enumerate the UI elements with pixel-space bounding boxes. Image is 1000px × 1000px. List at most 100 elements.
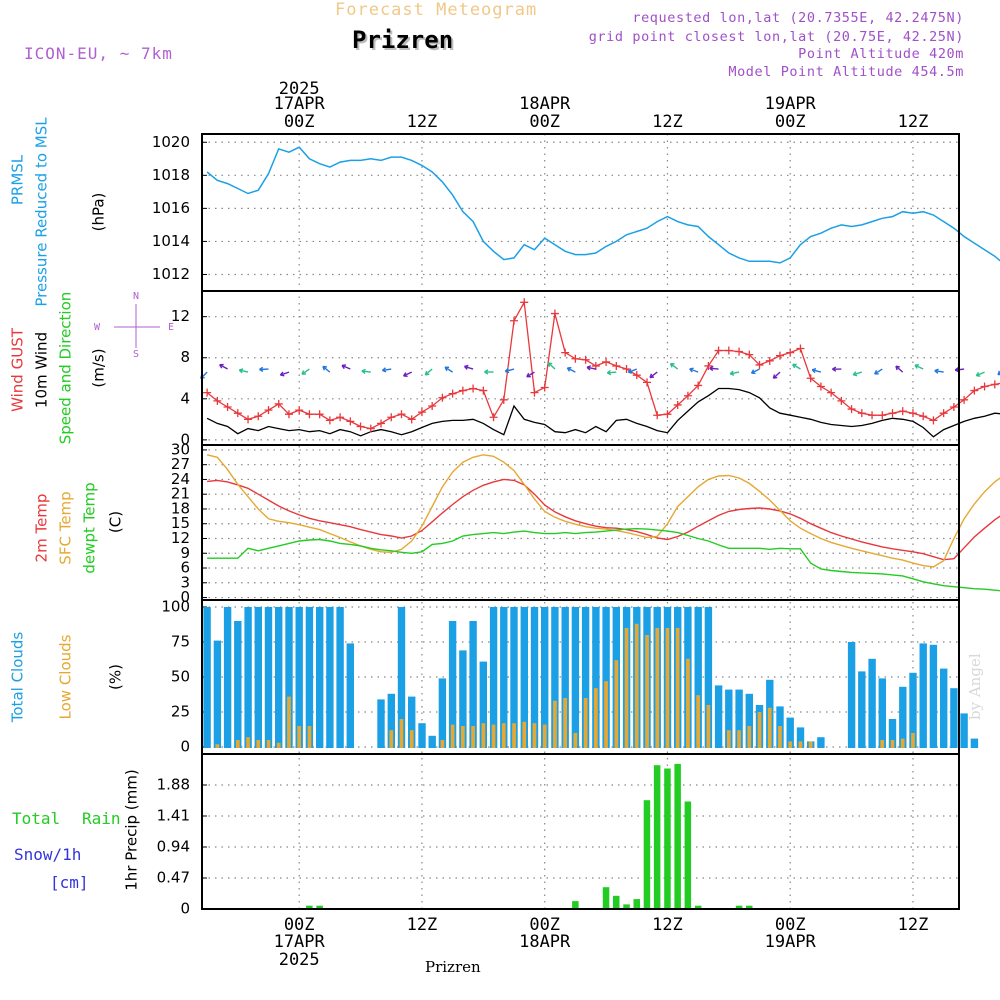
- wind-direction-arrow: [649, 371, 658, 379]
- snow-label: Snow/1h: [14, 845, 81, 864]
- wind-gust-marker: [642, 378, 651, 387]
- wind-gust-marker: [806, 374, 815, 383]
- wind-gust-marker: [970, 386, 979, 395]
- total-clouds-bar: [592, 607, 600, 748]
- precip-ytick-label: 1.41: [157, 807, 190, 825]
- wind-gust-marker: [540, 383, 549, 392]
- wind-direction-arrowhead: [772, 374, 778, 379]
- total-clouds-bar: [316, 607, 324, 748]
- low-clouds-bar: [501, 723, 506, 748]
- temperature-ytick-label: 18: [171, 499, 190, 517]
- low-clouds-bar: [747, 726, 752, 748]
- total-clouds-bar: [295, 607, 303, 748]
- wind-gust-marker: [816, 382, 825, 391]
- total-clouds-bar: [541, 607, 549, 748]
- total-clouds-bar: [510, 607, 518, 748]
- compass-east: E: [168, 322, 174, 333]
- total-rain-label-rain: Rain: [82, 809, 121, 828]
- 2m-temp-line: [207, 478, 1000, 561]
- low-clouds-bar: [512, 723, 516, 748]
- wind-gust-marker: [520, 298, 529, 307]
- low-clouds-bar: [696, 695, 700, 748]
- total-clouds-bar: [725, 689, 733, 748]
- compass-cross: [114, 304, 160, 348]
- low-clouds-bar: [553, 700, 557, 748]
- low-clouds-bar: [399, 719, 404, 748]
- low-clouds-bar: [307, 726, 312, 748]
- wind-gust-marker: [673, 400, 682, 409]
- wind-direction-arrowhead: [463, 364, 469, 370]
- wind-gust-marker: [796, 344, 805, 353]
- total-rain-bar: [746, 905, 753, 909]
- total-clouds-bar: [346, 643, 354, 748]
- low-clouds-bar: [266, 740, 271, 748]
- wind-gust-marker: [745, 350, 754, 359]
- wind-direction-arrow: [444, 366, 454, 373]
- temperature-ytick-label: 9: [180, 544, 190, 562]
- top-axis-date: 18APR: [519, 94, 571, 114]
- wind-gust-marker: [561, 348, 570, 357]
- total-clouds-bar: [602, 607, 610, 748]
- model-label: ICON-EU, ~ 7km: [24, 44, 173, 63]
- low-clouds-bar: [757, 712, 762, 748]
- clouds-ytick-label: 50: [171, 668, 190, 686]
- wind-gust-marker: [949, 403, 958, 412]
- wind-direction-arrow: [301, 368, 310, 375]
- wind-gust-marker: [530, 388, 539, 397]
- requested-lonlat: requested lon,lat (20.7355E, 42.2475N): [632, 10, 964, 26]
- wind-direction-arrowhead: [381, 367, 387, 373]
- pressure-msl-label: Pressure Reduced to MSL: [33, 117, 51, 307]
- precip-panel-frame: [201, 753, 960, 910]
- total-clouds-bar: [377, 699, 385, 748]
- total-clouds-bar: [520, 607, 528, 748]
- low-clouds-bar: [727, 730, 731, 748]
- low-clouds-bar: [900, 738, 905, 748]
- wind-gust-marker: [765, 356, 774, 365]
- low-clouds-bar: [798, 741, 803, 748]
- total-clouds-bar: [530, 607, 539, 748]
- wind-direction-arrowhead: [975, 371, 981, 377]
- top-axis-hour: 00Z: [284, 112, 315, 132]
- total-clouds-bar: [929, 644, 938, 748]
- total-clouds-bar: [694, 607, 702, 748]
- clouds-ytick-label: 0: [180, 738, 190, 756]
- total-clouds-bar: [571, 607, 580, 748]
- total-rain-bar: [572, 901, 579, 909]
- low-clouds-bar: [276, 742, 281, 748]
- bottom-axis-hour: 00Z: [529, 915, 560, 935]
- low-clouds-bar: [788, 741, 793, 748]
- low-clouds-bar: [542, 724, 547, 748]
- wind-direction-arrow: [586, 366, 596, 370]
- wind-direction-arrow: [914, 364, 924, 370]
- pressure-ytick-label: 1020: [152, 133, 190, 151]
- total-clouds-bar: [459, 650, 467, 748]
- wind-gust-marker: [980, 382, 989, 391]
- wind-direction-arrowhead: [874, 369, 879, 375]
- total-clouds-bar: [888, 719, 897, 748]
- total-rain-bar: [643, 800, 651, 909]
- wind-direction-arrow: [751, 368, 760, 374]
- precip-ytick-label: 0.94: [157, 838, 190, 856]
- wind-ytick-label: 0: [180, 430, 190, 448]
- wind-gust-marker: [284, 410, 293, 419]
- wind-gust-marker: [356, 422, 365, 431]
- temperature-ytick-label: 30: [171, 440, 190, 458]
- wind-gust-marker: [960, 395, 969, 404]
- wind-gust-marker: [469, 384, 478, 393]
- dewpt-temp-line: [207, 527, 1000, 592]
- wind-gust-marker: [632, 371, 641, 380]
- wind-gust-marker: [704, 361, 713, 370]
- wind-gust-marker: [939, 409, 948, 418]
- total-clouds-bar: [858, 671, 866, 748]
- total-clouds-bar: [950, 688, 958, 748]
- wind-gust-marker: [295, 406, 304, 415]
- top-axis-hour: 00Z: [775, 112, 806, 132]
- wind-direction-arrow: [239, 369, 249, 373]
- wind-gust-marker: [775, 351, 784, 360]
- wind-gust-marker: [622, 365, 631, 374]
- grid-lines: [202, 134, 959, 910]
- total-clouds-bar: [234, 621, 242, 748]
- wind-gust-marker: [274, 399, 283, 408]
- total-clouds-bar: [397, 607, 406, 748]
- bottom-axis-date: 17APR: [274, 932, 326, 952]
